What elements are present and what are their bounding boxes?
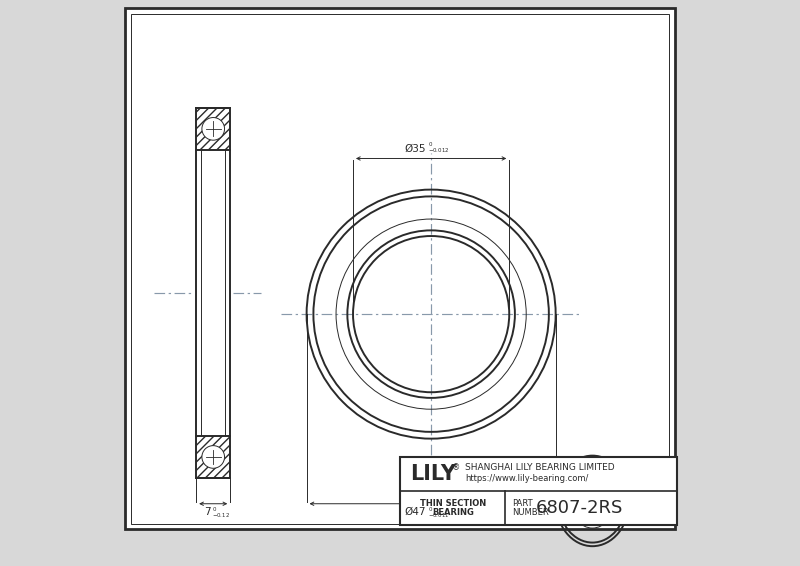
- Bar: [196, 436, 230, 478]
- Text: ®: ®: [452, 463, 460, 472]
- Text: $^{0}_{-0.12}$: $^{0}_{-0.12}$: [211, 505, 230, 520]
- Bar: [196, 108, 230, 150]
- Text: LILY: LILY: [410, 464, 456, 484]
- Text: THIN SECTION: THIN SECTION: [419, 499, 486, 508]
- Bar: [400, 457, 678, 525]
- Text: $^{0}_{-0.011}$: $^{0}_{-0.011}$: [428, 505, 450, 520]
- Circle shape: [202, 445, 225, 468]
- Text: SHANGHAI LILY BEARING LIMITED: SHANGHAI LILY BEARING LIMITED: [465, 463, 614, 472]
- Text: https://www.lily-bearing.com/: https://www.lily-bearing.com/: [465, 474, 589, 483]
- Text: Ø35: Ø35: [404, 144, 426, 154]
- Text: 6807-2RS: 6807-2RS: [535, 499, 622, 517]
- Text: PART: PART: [512, 499, 533, 508]
- Text: NUMBER: NUMBER: [512, 508, 549, 517]
- Circle shape: [202, 118, 225, 140]
- Text: 7: 7: [204, 507, 210, 517]
- Text: BEARING: BEARING: [432, 508, 474, 517]
- Bar: [196, 108, 230, 478]
- Text: $^{0}_{-0.012}$: $^{0}_{-0.012}$: [428, 140, 450, 155]
- Text: Ø47: Ø47: [404, 507, 426, 517]
